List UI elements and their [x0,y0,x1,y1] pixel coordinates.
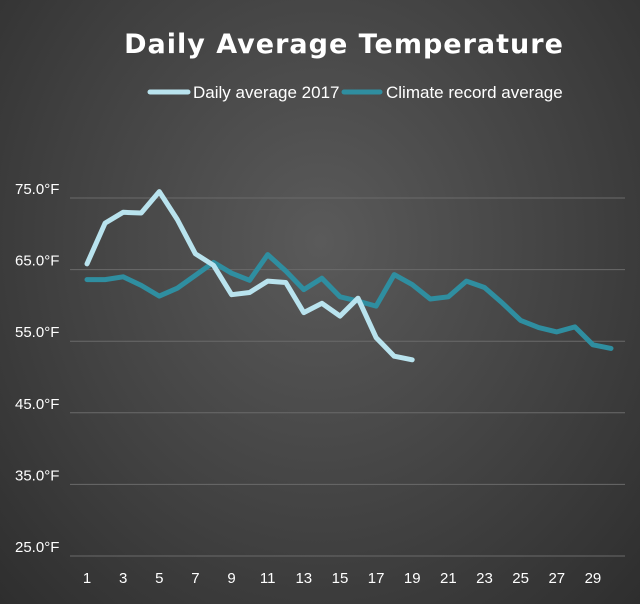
legend-item-climate-record[interactable]: Climate record average [341,83,563,102]
x-tick-label: 19 [404,570,421,587]
series-line-climate-record-average[interactable] [84,252,614,351]
y-tick-label: 25.0°F [15,539,59,556]
x-tick-label: 17 [368,570,385,587]
x-tick-label: 7 [191,570,199,587]
x-tick-label: 15 [332,570,349,587]
x-tick-label: 23 [476,570,493,587]
x-tick-label: 21 [440,570,457,587]
series-line-daily-average-2017[interactable] [84,189,415,363]
gridlines [70,197,625,557]
legend: Daily average 2017 Climate record averag… [147,83,563,102]
y-tick-label: 75.0°F [15,181,59,198]
y-axis-ticks: 25.0°F 35.0°F 45.0°F 55.0°F 65.0°F 75.0°F [15,181,59,556]
x-tick-label: 13 [295,570,312,587]
x-tick-label: 9 [227,570,235,587]
y-tick-label: 55.0°F [15,324,59,341]
x-tick-label: 27 [548,570,565,587]
legend-label-daily-average: Daily average 2017 [193,83,339,102]
x-tick-label: 29 [585,570,602,587]
x-tick-label: 25 [512,570,529,587]
chart-title: Daily Average Temperature [124,29,564,60]
y-tick-label: 45.0°F [15,396,59,413]
y-tick-label: 35.0°F [15,467,59,484]
x-tick-label: 11 [260,570,276,587]
x-tick-label: 1 [83,570,91,587]
legend-label-climate-record: Climate record average [386,83,563,102]
legend-item-daily-average[interactable]: Daily average 2017 [147,83,339,102]
x-tick-label: 3 [119,570,127,587]
series-lines [84,189,614,363]
y-tick-label: 65.0°F [15,253,59,270]
x-axis-ticks: 1 3 5 7 9 11 13 15 17 19 21 23 25 27 29 [83,570,601,587]
x-tick-label: 5 [155,570,163,587]
